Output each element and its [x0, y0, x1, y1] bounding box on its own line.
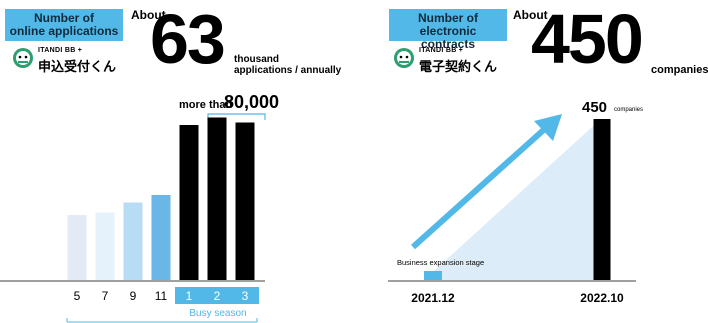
- right-arrow-head-icon: [534, 114, 562, 141]
- left-tick-label-11: 11: [155, 289, 168, 303]
- online-applications-label: Number of online applications: [5, 9, 123, 41]
- left-unit-line2: applications / annually: [234, 65, 342, 76]
- left-tick-bg-2: [203, 287, 231, 304]
- electronic-contracts-chart: 2021.12 2022.10 Business expansion stage …: [388, 99, 643, 305]
- right-growth-arrow: [410, 123, 551, 250]
- right-bar-2022.10: [593, 119, 611, 280]
- left-annotation-bracket: [207, 113, 266, 120]
- right-about-text: About: [513, 8, 548, 22]
- left-big-number: 63: [150, 0, 226, 78]
- left-year-bracket: [66, 318, 258, 323]
- right-annotation-high-unit: companies: [614, 107, 643, 113]
- right-annotation-low: Business expansion stage: [397, 258, 484, 267]
- left-brand-name: 申込受付くん: [38, 59, 117, 74]
- left-tick-bg-1: [175, 287, 203, 304]
- left-bar-2: [207, 117, 227, 280]
- right-growth-area: [424, 118, 602, 280]
- right-tick-label-2022.10: 2022.10: [580, 291, 624, 305]
- left-tick-label-5: 5: [74, 289, 81, 303]
- online-applications-chart: more than 80,000 5 7 9 11 1 2 3 Busy season: [0, 92, 279, 323]
- right-bar-2021.12: [424, 271, 442, 280]
- right-brand-sub: ITANDI BB +: [419, 47, 464, 54]
- left-bar-5: [67, 215, 87, 280]
- right-big-number: 450: [531, 0, 644, 78]
- left-group-label: Busy season: [189, 308, 246, 319]
- right-annotation-high-value: 450: [582, 99, 607, 116]
- left-tick-label-3: 3: [242, 289, 249, 303]
- right-tick-label-2021.12: 2021.12: [411, 291, 455, 305]
- left-unit-line1: thousand: [234, 54, 279, 65]
- left-bar-11: [151, 195, 171, 280]
- left-annotation-value: 80,000: [224, 92, 279, 112]
- right-unit: companies: [651, 64, 708, 76]
- left-about-text: About: [131, 8, 166, 22]
- left-bar-7: [95, 212, 115, 280]
- left-tick-label-2: 2: [214, 289, 221, 303]
- left-bar-1: [179, 125, 199, 280]
- left-tick-bg-3: [231, 287, 259, 304]
- right-brand-name: 電子契約くん: [419, 59, 498, 74]
- left-tick-label-7: 7: [102, 289, 109, 303]
- electronic-contracts-label: Number of electronic contracts: [389, 9, 507, 51]
- right-brand-mascot-icon: [393, 47, 415, 69]
- left-annotation-prefix: more than: [179, 99, 232, 111]
- left-bar-3: [235, 122, 255, 280]
- left-brand-sub: ITANDI BB +: [38, 47, 83, 54]
- left-brand-mascot-icon: [12, 47, 34, 69]
- left-tick-label-1: 1: [186, 289, 193, 303]
- left-tick-label-9: 9: [130, 289, 137, 303]
- left-bar-9: [123, 202, 143, 280]
